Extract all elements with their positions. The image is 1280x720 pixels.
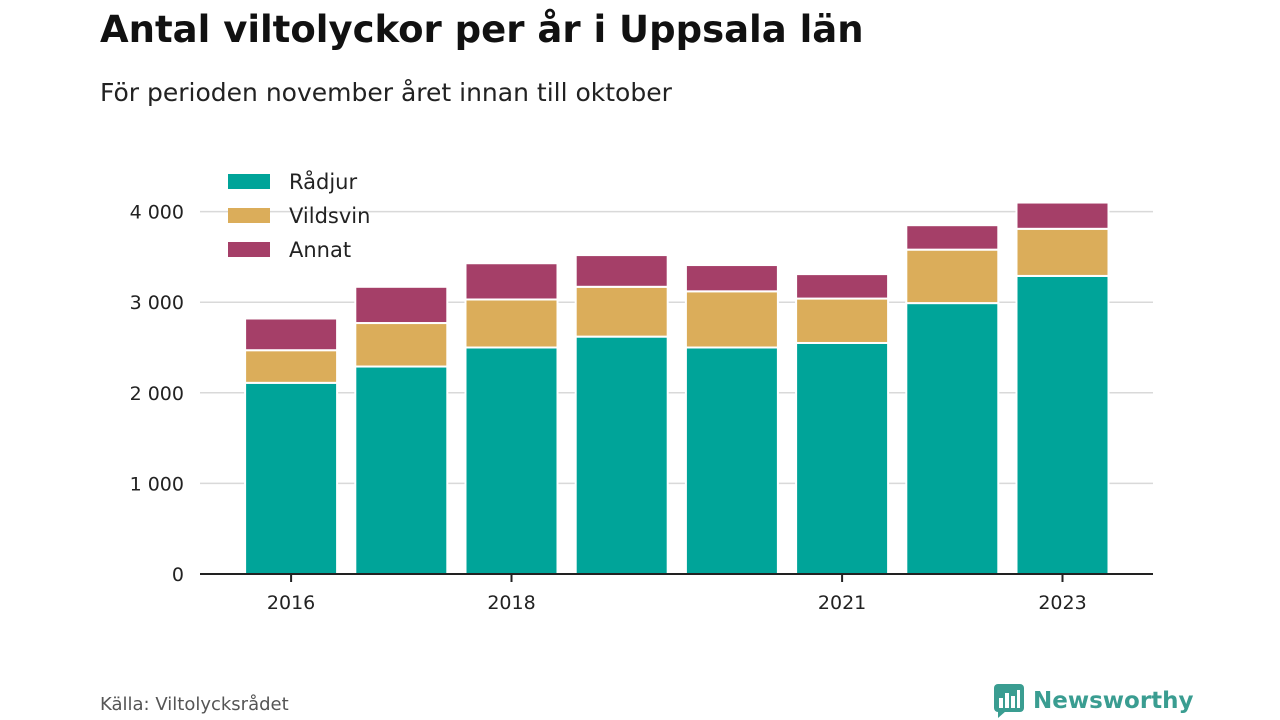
legend: Rådjur Vildsvin Annat: [228, 169, 370, 262]
bar-r-djur-2020: [684, 346, 779, 575]
y-tick-label-0: 0: [172, 564, 184, 586]
newsworthy-logo-text: Newsworthy: [1033, 688, 1194, 714]
legend-label-vildsvin: Vildsvin: [289, 204, 370, 228]
bar-annat-2019: [574, 254, 669, 288]
bar-r-djur-2022: [905, 302, 1000, 575]
y-tick-label-1000: 1 000: [130, 473, 184, 495]
y-tick-label-2000: 2 000: [130, 383, 184, 405]
bar-annat-2021: [795, 273, 890, 300]
bar-vildsvin-2019: [574, 285, 669, 338]
bar-vildsvin-2020: [684, 290, 779, 349]
legend-swatch-vildsvin: [228, 208, 270, 223]
bar-annat-2018: [464, 262, 559, 301]
newsworthy-logo-icon: [994, 684, 1024, 718]
x-tick-label-2021: 2021: [818, 592, 866, 614]
bar-r-djur-2019: [574, 335, 669, 575]
legend-label-annat: Annat: [289, 238, 351, 262]
legend-swatch-r-djur: [228, 174, 270, 189]
x-tick-label-2016: 2016: [267, 592, 315, 614]
bar-annat-2023: [1015, 201, 1110, 230]
bar-vildsvin-2023: [1015, 227, 1110, 277]
bar-r-djur-2017: [354, 365, 449, 575]
bars: [244, 201, 1110, 576]
chart-title: Antal viltolyckor per år i Uppsala län: [100, 8, 864, 51]
legend-label-r-djur: Rådjur: [289, 169, 357, 194]
bar-annat-2017: [354, 285, 449, 325]
legend-swatch-annat: [228, 242, 270, 257]
bar-annat-2022: [905, 224, 1000, 251]
bar-annat-2020: [684, 264, 779, 293]
bar-r-djur-2016: [244, 381, 339, 576]
bar-vildsvin-2018: [464, 298, 559, 349]
y-tick-label-3000: 3 000: [130, 292, 184, 314]
source-note: Källa: Viltolycksrådet: [100, 694, 289, 715]
x-tick-label-2023: 2023: [1038, 592, 1086, 614]
newsworthy-logo: Newsworthy: [994, 684, 1194, 718]
bar-r-djur-2023: [1015, 274, 1110, 575]
bar-vildsvin-2017: [354, 322, 449, 368]
bar-vildsvin-2021: [795, 297, 890, 344]
bar-vildsvin-2022: [905, 248, 1000, 305]
bar-annat-2016: [244, 317, 339, 352]
bar-r-djur-2018: [464, 346, 559, 575]
y-tick-label-4000: 4 000: [130, 202, 184, 224]
bar-r-djur-2021: [795, 341, 890, 575]
chart-subtitle: För perioden november året innan till ok…: [100, 78, 672, 107]
bar-vildsvin-2016: [244, 349, 339, 384]
x-tick-label-2018: 2018: [487, 592, 535, 614]
axes: 0 1 000 2 000 3 000 4 000 2016 2018 2021 2023: [130, 202, 1153, 614]
